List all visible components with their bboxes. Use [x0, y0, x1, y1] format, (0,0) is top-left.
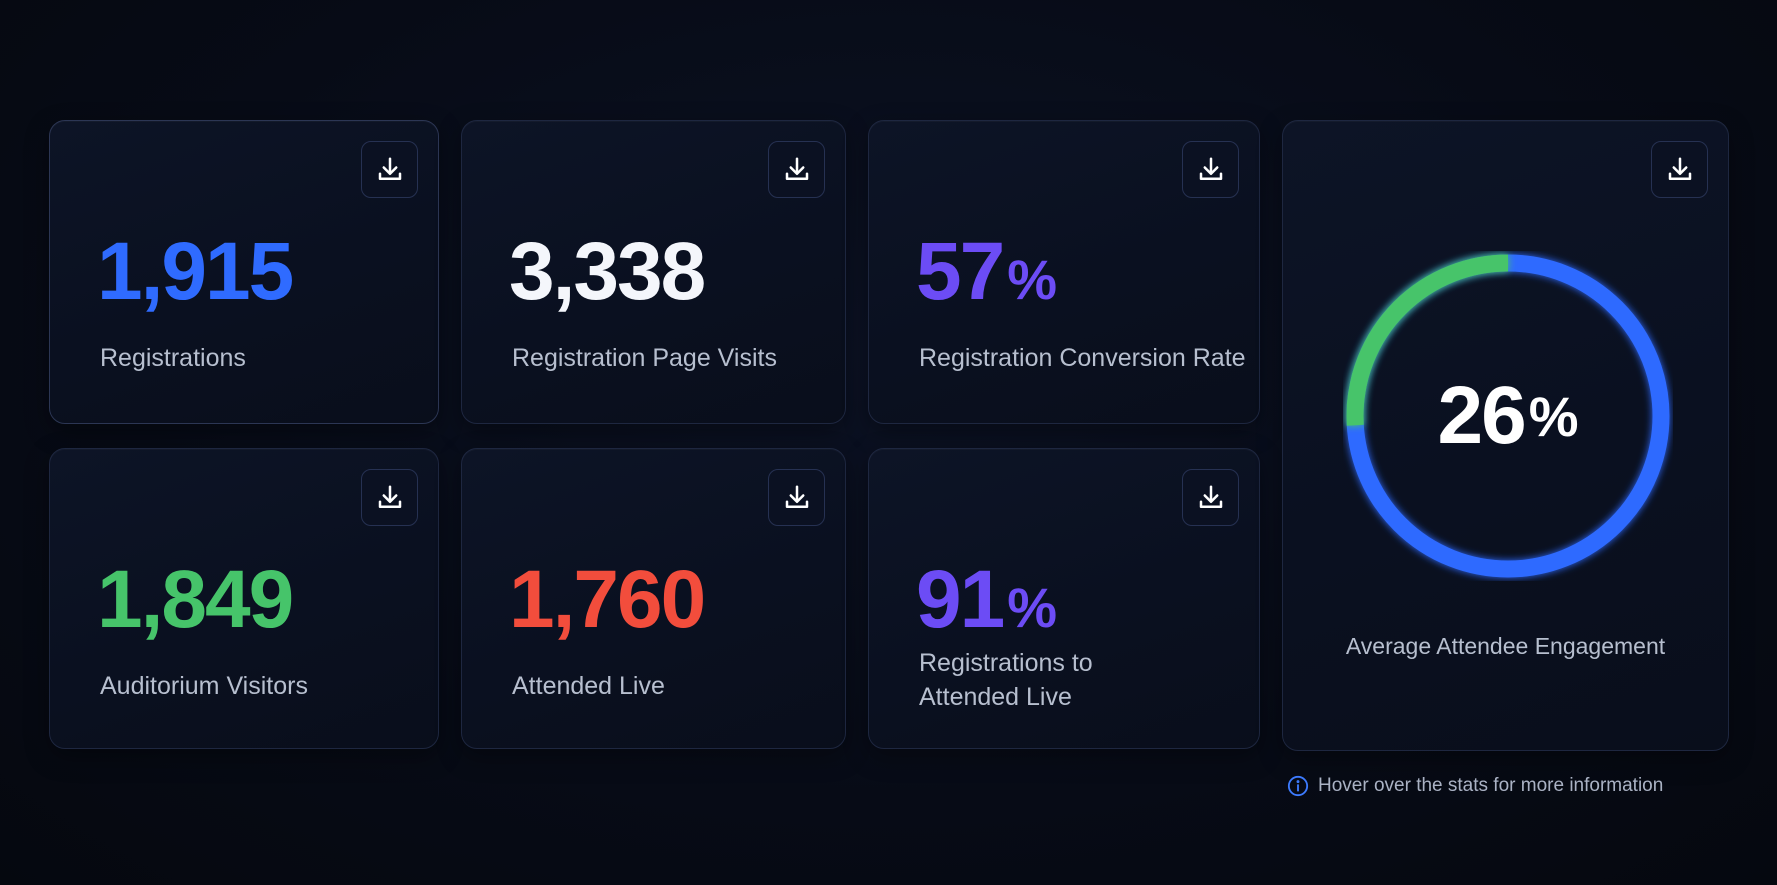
stat-value: 91%: [916, 554, 1058, 645]
stat-label: Registrations: [100, 344, 246, 372]
download-icon: [1199, 485, 1222, 508]
stat-card-registrations[interactable]: 1,915 Registrations: [49, 120, 439, 424]
stat-value: 1,760: [509, 554, 706, 645]
stat-label: Attended Live: [512, 672, 665, 700]
download-button[interactable]: [768, 141, 825, 198]
engagement-donut[interactable]: 26%: [1343, 251, 1673, 581]
stat-value: 1,849: [97, 554, 294, 645]
download-icon: [1668, 157, 1691, 180]
engagement-value: 26%: [1437, 370, 1579, 461]
donut-engagement-arc: [1346, 254, 1670, 578]
stat-value: 1,915: [97, 226, 294, 317]
stat-label: Auditorium Visitors: [100, 672, 308, 700]
download-button[interactable]: [361, 469, 418, 526]
stat-card-conversion-rate[interactable]: 57% Registration Conversion Rate: [868, 120, 1260, 424]
hover-hint: Hover over the stats for more informatio…: [1287, 775, 1663, 797]
stat-card-attended-live[interactable]: 1,760 Attended Live: [461, 448, 846, 749]
download-button[interactable]: [361, 141, 418, 198]
info-icon: [1287, 775, 1309, 797]
download-button[interactable]: [1651, 141, 1708, 198]
download-icon: [1199, 157, 1222, 180]
stat-card-registrations-to-attended[interactable]: 91% Registrations to Attended Live: [868, 448, 1260, 749]
hint-text: Hover over the stats for more informatio…: [1318, 775, 1664, 796]
download-button[interactable]: [1182, 469, 1239, 526]
download-button[interactable]: [1182, 141, 1239, 198]
download-icon: [785, 485, 808, 508]
stat-label: Registration Conversion Rate: [919, 344, 1246, 372]
download-button[interactable]: [768, 469, 825, 526]
stat-label: Registration Page Visits: [512, 344, 777, 372]
stat-label: Registrations to Attended Live: [919, 649, 1093, 711]
stat-card-page-visits[interactable]: 3,338 Registration Page Visits: [461, 120, 846, 424]
download-icon: [378, 157, 401, 180]
stat-card-auditorium-visitors[interactable]: 1,849 Auditorium Visitors: [49, 448, 439, 749]
download-icon: [785, 157, 808, 180]
download-icon: [378, 485, 401, 508]
stat-value: 3,338: [509, 226, 706, 317]
engagement-label: Average Attendee Engagement: [1345, 633, 1666, 659]
stat-value: 57%: [916, 226, 1058, 317]
stat-card-attendee-engagement[interactable]: 26% Average Attendee Engagement: [1282, 120, 1729, 751]
